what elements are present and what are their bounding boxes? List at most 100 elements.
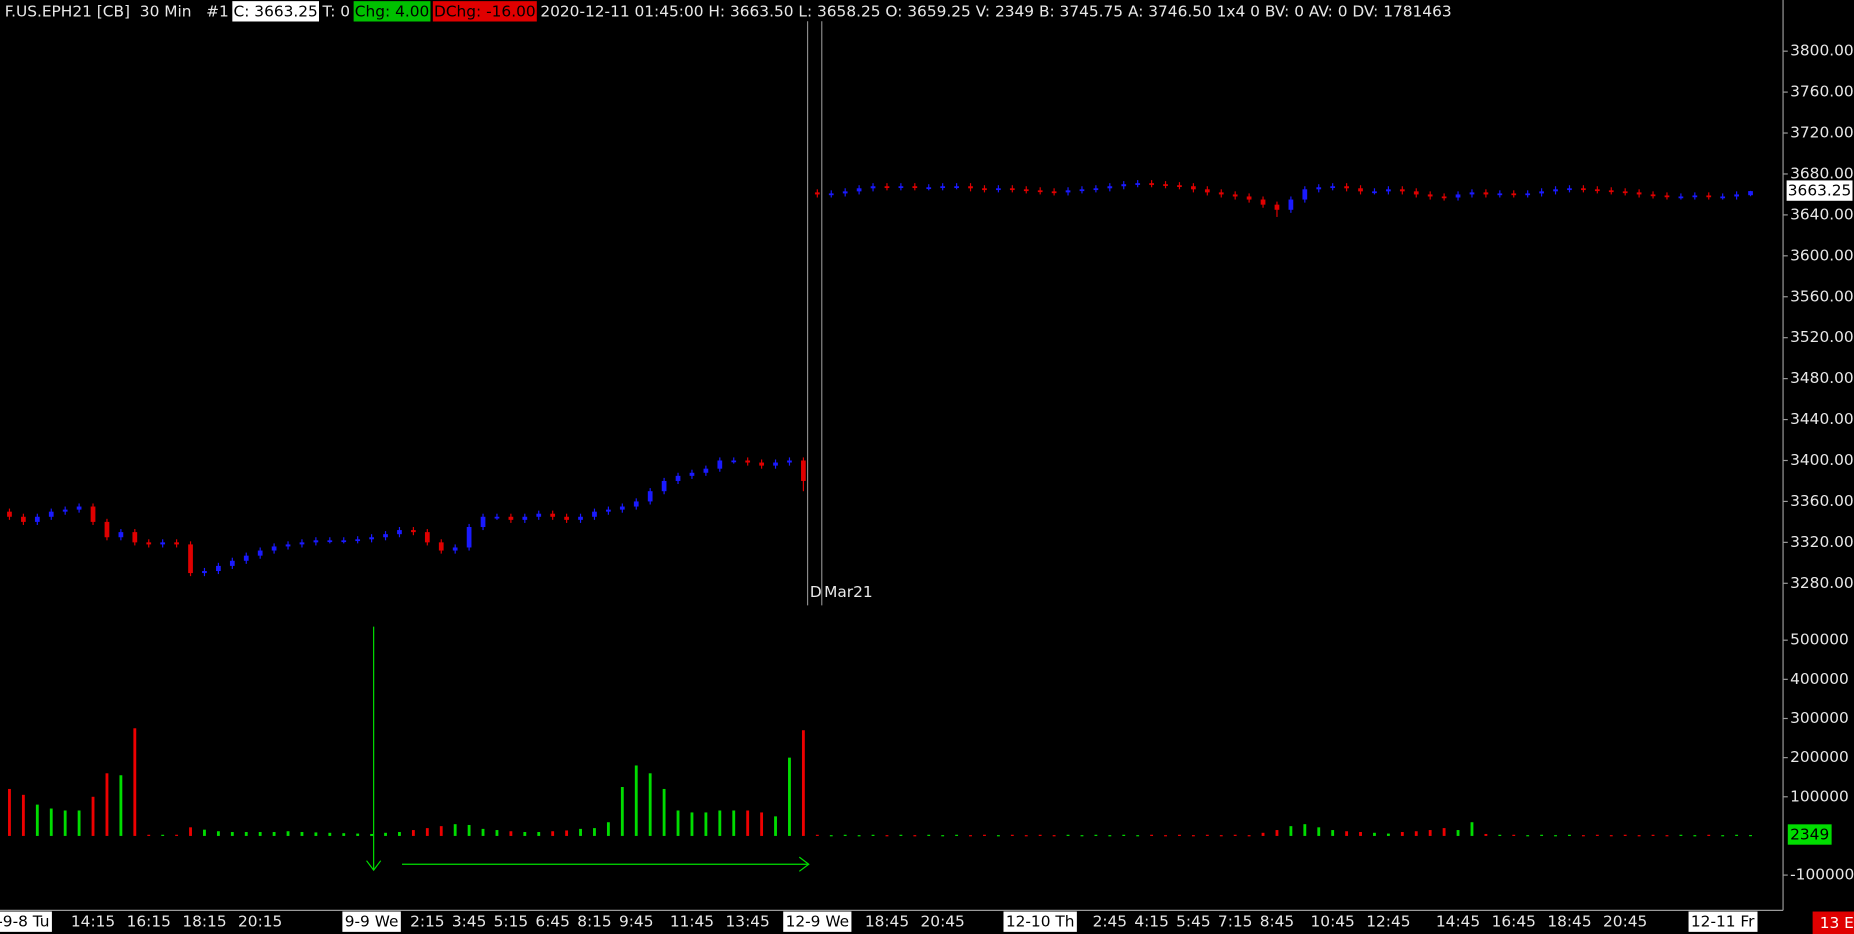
- y-tick-label: 3440.00: [1790, 410, 1854, 428]
- plot: 3280.00 3320.00 3360.00 3400.00 3440.00 3480.…: [0, 42, 1854, 932]
- volume-bar: [983, 834, 986, 836]
- candle-body: [1163, 184, 1168, 186]
- volume-bar: [35, 804, 39, 836]
- candle-body: [494, 516, 500, 519]
- candle-body: [856, 188, 862, 192]
- candle-body: [1511, 193, 1517, 196]
- candle-body: [1706, 195, 1712, 198]
- volume-bar: [1289, 826, 1293, 836]
- volume-bar: [704, 812, 708, 836]
- candle-body: [397, 530, 402, 535]
- candle-body: [313, 540, 319, 543]
- candle-body: [1678, 196, 1684, 199]
- x-tick-label: 8:45: [1260, 913, 1295, 931]
- candle-body: [76, 506, 82, 510]
- candle-body: [438, 542, 444, 551]
- volume-bar: [1317, 827, 1321, 836]
- volume-bar: [356, 833, 360, 836]
- candle-body: [188, 544, 193, 574]
- volume-bar: [1428, 830, 1432, 836]
- volume-bar: [1651, 834, 1655, 836]
- volume-bar: [899, 834, 903, 836]
- volume-bar: [300, 832, 304, 836]
- volume-bar: [147, 834, 151, 836]
- volume-bar: [1512, 834, 1516, 836]
- volume-bar: [1540, 834, 1544, 836]
- candle-body: [466, 527, 472, 548]
- candle-body: [1622, 191, 1628, 194]
- volume-bar: [1080, 835, 1084, 837]
- candle-body: [202, 571, 207, 574]
- volume-bar: [1164, 835, 1167, 837]
- x-tick-label: 2:45: [1093, 913, 1128, 931]
- volume-bar: [774, 816, 777, 836]
- annotation: Mar21: [824, 583, 873, 601]
- volume-bar: [1345, 831, 1349, 836]
- candle-body: [675, 475, 681, 481]
- x-tick-label: 16:15: [127, 913, 171, 931]
- volume-bar: [1400, 832, 1404, 836]
- x-tick-label: 20:45: [1603, 913, 1647, 931]
- candle-body: [1037, 190, 1043, 193]
- candle-body: [1149, 183, 1154, 185]
- candle-body: [828, 193, 834, 196]
- volume-bar: [565, 830, 569, 836]
- candle-body: [787, 460, 792, 463]
- candle-body: [1386, 189, 1391, 192]
- x-tick-label: 9-9 We: [345, 913, 399, 931]
- candle-body: [229, 560, 235, 566]
- candle-body: [7, 511, 12, 517]
- volume-bar: [1679, 834, 1683, 836]
- volume-bar: [91, 796, 95, 836]
- y-tick-label: 3600.00: [1790, 246, 1854, 264]
- candle-body: [243, 555, 249, 561]
- candle-body: [1748, 191, 1753, 196]
- volume-bar: [1150, 834, 1154, 836]
- y-tick-label: 300000: [1790, 709, 1849, 727]
- volume-bar: [384, 832, 387, 836]
- candle-body: [271, 546, 277, 551]
- volume-bar: [1331, 830, 1335, 836]
- volume-bar: [620, 786, 624, 836]
- y-tick-label: 400000: [1790, 670, 1849, 688]
- candle-body: [1525, 193, 1531, 196]
- volume-bar: [1609, 835, 1613, 837]
- volume-bar: [286, 831, 290, 836]
- volume-bar: [1568, 834, 1571, 836]
- volume-bar: [1414, 831, 1418, 836]
- candle-body: [1581, 188, 1586, 191]
- volume-bar: [871, 834, 875, 836]
- candle-body: [1483, 192, 1489, 195]
- volume-bar: [1526, 835, 1530, 837]
- volume-bar: [1205, 834, 1209, 836]
- x-tick-label: 12-11 Fr: [1691, 913, 1755, 931]
- label-box: [353, 1, 431, 22]
- volume-bar: [467, 824, 471, 836]
- volume-bar: [495, 830, 499, 836]
- x-tick-label: 7:15: [1218, 913, 1253, 931]
- label-box: [783, 911, 852, 932]
- volume-bar: [857, 835, 861, 837]
- label-box: [1786, 180, 1853, 201]
- y-tick-label: 3760.00: [1790, 83, 1854, 101]
- label-box: [0, 911, 52, 932]
- candle-body: [369, 537, 374, 540]
- volume-bar: [1108, 835, 1112, 837]
- candle-body: [1720, 196, 1726, 199]
- volume-bar: [119, 775, 123, 836]
- candle-body: [341, 540, 347, 543]
- candle-body: [884, 186, 890, 189]
- candle-body: [661, 480, 667, 492]
- volume-bar: [258, 832, 262, 836]
- x-tick-label: 9:45: [619, 913, 654, 931]
- volume-bar: [49, 808, 53, 836]
- candle-body: [1567, 188, 1572, 191]
- volume-bar: [1470, 822, 1474, 836]
- candle-body: [996, 188, 1001, 191]
- volume-bar: [648, 773, 652, 836]
- candle-body: [355, 539, 361, 542]
- candle-body: [564, 516, 569, 520]
- volume-bar: [1456, 830, 1460, 836]
- volume-bar: [189, 827, 192, 836]
